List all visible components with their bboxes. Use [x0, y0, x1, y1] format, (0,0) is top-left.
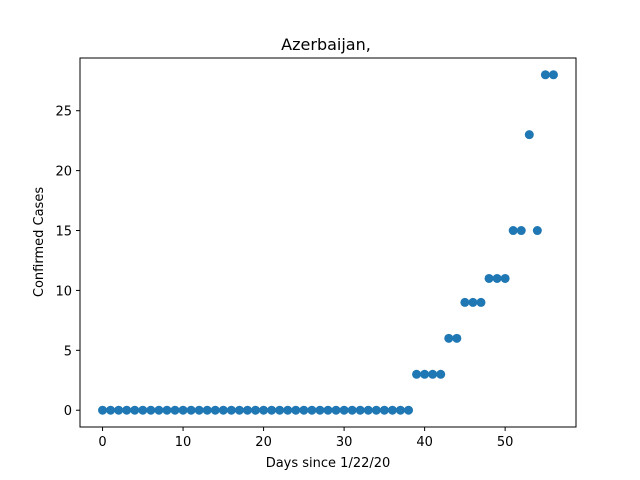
- data-point: [283, 405, 293, 415]
- data-point: [291, 405, 301, 415]
- data-point: [162, 405, 172, 415]
- data-point: [404, 405, 414, 415]
- data-point: [234, 405, 244, 415]
- data-point: [242, 405, 252, 415]
- x-tick-label: 50: [497, 435, 514, 450]
- data-point: [178, 405, 188, 415]
- data-point: [468, 297, 478, 307]
- x-tick-label: 30: [336, 435, 353, 450]
- x-tick-label: 0: [98, 435, 106, 450]
- data-point: [114, 405, 124, 415]
- data-point: [130, 405, 140, 415]
- x-axis-label: Days since 1/22/20: [266, 456, 391, 471]
- y-tick-label: 10: [55, 284, 72, 299]
- x-tick-label: 40: [416, 435, 433, 450]
- data-point: [299, 405, 309, 415]
- data-point: [387, 405, 397, 415]
- data-point: [460, 297, 470, 307]
- data-point: [122, 405, 132, 415]
- y-tick-label: 20: [55, 165, 72, 180]
- data-point: [347, 405, 357, 415]
- axis-ticks: 0 10 20 30 40 50 0 5 10 15 20 25: [55, 105, 513, 450]
- plot-area-frame: [79, 57, 577, 428]
- data-point: [106, 405, 116, 415]
- y-tick-label: 15: [55, 225, 72, 240]
- data-point: [492, 273, 502, 283]
- data-point: [412, 369, 422, 379]
- data-point: [532, 226, 542, 236]
- data-point: [452, 333, 462, 343]
- data-point: [315, 405, 325, 415]
- data-point: [210, 405, 220, 415]
- data-point: [307, 405, 317, 415]
- data-point: [476, 297, 486, 307]
- data-point: [355, 405, 365, 415]
- data-point: [436, 369, 446, 379]
- data-point: [138, 405, 148, 415]
- data-point: [363, 405, 373, 415]
- data-point: [259, 405, 269, 415]
- y-tick-label: 25: [55, 105, 72, 120]
- data-point: [194, 405, 204, 415]
- data-point: [371, 405, 381, 415]
- y-tick-label: 5: [64, 344, 72, 359]
- data-point: [339, 405, 349, 415]
- data-point: [500, 273, 510, 283]
- data-point: [420, 369, 430, 379]
- data-point: [98, 405, 108, 415]
- data-point: [508, 226, 518, 236]
- data-point: [331, 405, 341, 415]
- data-point: [379, 405, 389, 415]
- data-point: [444, 333, 454, 343]
- data-point: [548, 70, 558, 80]
- data-point: [226, 405, 236, 415]
- chart-title: Azerbaijan,: [281, 35, 371, 54]
- data-point: [540, 70, 550, 80]
- x-tick-label: 20: [255, 435, 272, 450]
- data-point: [186, 405, 196, 415]
- data-point: [275, 405, 285, 415]
- data-points: [98, 70, 558, 415]
- data-point: [251, 405, 261, 415]
- x-tick-label: 10: [175, 435, 192, 450]
- data-point: [146, 405, 156, 415]
- data-point: [267, 405, 277, 415]
- y-axis-label: Confirmed Cases: [32, 187, 47, 297]
- data-point: [395, 405, 405, 415]
- data-point: [154, 405, 164, 415]
- data-point: [524, 130, 534, 140]
- data-point: [323, 405, 333, 415]
- data-point: [218, 405, 228, 415]
- data-point: [202, 405, 212, 415]
- data-point: [484, 273, 494, 283]
- y-tick-label: 0: [64, 404, 72, 419]
- data-point: [428, 369, 438, 379]
- data-point: [170, 405, 180, 415]
- data-point: [516, 226, 526, 236]
